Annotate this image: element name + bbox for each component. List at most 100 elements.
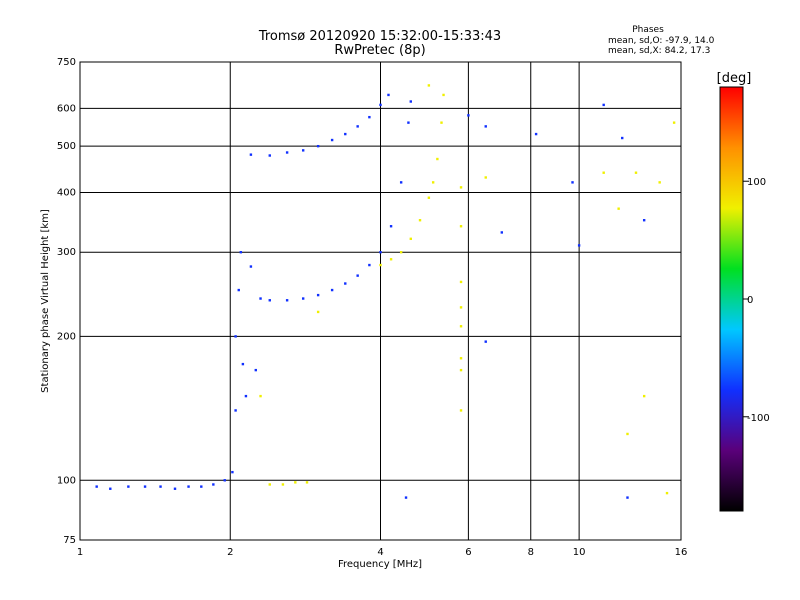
data-point-x — [642, 394, 646, 398]
data-point-o — [379, 251, 382, 254]
data-point-o — [316, 144, 320, 148]
data-point-o — [407, 121, 410, 124]
data-point-o — [249, 153, 253, 156]
data-point-o — [234, 409, 237, 412]
data-point-o — [234, 335, 237, 338]
data-point-x — [459, 306, 463, 309]
data-point-o — [109, 487, 112, 490]
data-point-o — [200, 485, 203, 488]
data-point-o — [368, 115, 371, 119]
data-point-x — [459, 186, 463, 189]
x-tick-label: 16 — [675, 547, 688, 558]
colorbar — [719, 86, 744, 512]
data-point-x — [268, 483, 271, 486]
data-point-o — [285, 151, 289, 154]
data-point-x — [459, 357, 463, 360]
data-point-x — [431, 181, 435, 184]
x-tick-label: 4 — [377, 547, 383, 558]
colorbar-tick-label: 100 — [747, 177, 766, 188]
colorbar-tick-label: -100 — [747, 413, 770, 424]
data-point-x — [418, 219, 422, 222]
data-point-o — [241, 362, 245, 366]
data-point-o — [316, 293, 320, 297]
data-point-x — [389, 258, 393, 261]
data-point-x — [459, 280, 463, 284]
grid-lines — [80, 62, 681, 540]
data-point-x — [427, 84, 431, 87]
data-point-x — [281, 483, 285, 486]
x-tick-label: 2 — [227, 547, 233, 558]
chart-subtitle: RwPretec (8p) — [334, 43, 425, 58]
data-point-o — [389, 225, 393, 228]
data-point-o — [173, 487, 177, 490]
phases-o-stats: mean, sd,O: -97.9, 14.0 — [608, 36, 715, 46]
data-point-x — [436, 157, 439, 161]
data-point-o — [356, 125, 359, 128]
data-point-o — [602, 103, 605, 107]
data-point-x — [427, 196, 431, 199]
data-point-o — [379, 103, 382, 107]
y-tick-label: 300 — [57, 247, 76, 258]
data-point-o — [642, 219, 646, 222]
data-point-o — [399, 181, 403, 184]
data-points — [95, 84, 676, 499]
data-point-o — [254, 368, 257, 372]
y-tick-labels: 75 100 200 300 400 500 600 750 — [57, 57, 76, 546]
data-point-o — [301, 297, 305, 300]
y-tick-label: 200 — [57, 331, 76, 342]
data-point-x — [305, 481, 309, 484]
x-tick-label: 1 — [77, 547, 83, 558]
data-point-x — [617, 207, 620, 210]
data-point-x — [672, 121, 676, 124]
phases-heading: Phases — [632, 25, 664, 35]
data-point-x — [634, 171, 638, 174]
y-tick-label: 600 — [57, 103, 76, 114]
data-point-o — [285, 299, 289, 302]
data-point-o — [259, 297, 262, 300]
x-tick-labels: 1 2 4 6 8 10 16 — [77, 547, 688, 558]
data-point-o — [626, 496, 629, 499]
data-point-o — [404, 496, 408, 499]
data-point-o — [330, 138, 334, 142]
data-point-x — [484, 176, 487, 179]
data-point-o — [268, 154, 271, 157]
phases-x-stats: mean, sd,X: 84.2, 17.3 — [608, 46, 710, 56]
data-point-o — [231, 470, 234, 474]
data-point-o — [387, 93, 390, 97]
data-point-o — [467, 114, 470, 117]
data-point-x — [379, 263, 382, 267]
data-point-o — [268, 299, 271, 302]
data-point-x — [294, 481, 297, 484]
data-point-x — [459, 325, 463, 328]
data-point-o — [212, 483, 215, 486]
data-point-o — [127, 485, 130, 488]
data-point-o — [621, 136, 624, 140]
data-point-o — [577, 244, 581, 247]
data-point-x — [259, 394, 262, 398]
data-point-o — [368, 263, 371, 267]
data-point-x — [459, 409, 463, 412]
data-point-o — [484, 340, 487, 343]
y-tick-label: 750 — [57, 57, 76, 68]
data-point-o — [571, 181, 574, 184]
data-point-x — [409, 237, 412, 241]
data-point-o — [223, 479, 226, 482]
data-point-o — [239, 251, 243, 254]
x-tick-label: 8 — [528, 547, 534, 558]
y-tick-label: 75 — [63, 535, 76, 546]
x-axis-label: Frequency [MHz] — [338, 559, 422, 570]
data-point-o — [356, 274, 359, 277]
data-point-o — [534, 132, 538, 136]
y-axis-label: Stationary phase Virtual Height [km] — [40, 209, 51, 393]
data-point-x — [459, 368, 463, 372]
data-point-o — [244, 394, 248, 398]
colorbar-tick-label: 0 — [747, 295, 753, 306]
data-point-x — [658, 181, 661, 184]
data-point-o — [143, 485, 147, 488]
data-point-x — [626, 432, 629, 436]
data-point-o — [484, 125, 487, 128]
data-point-x — [665, 491, 669, 495]
colorbar-label: [deg] — [717, 71, 752, 86]
x-tick-label: 10 — [573, 547, 586, 558]
plot-area: 1 2 4 6 8 10 16 75 100 200 300 400 500 600 750 — [57, 57, 687, 558]
